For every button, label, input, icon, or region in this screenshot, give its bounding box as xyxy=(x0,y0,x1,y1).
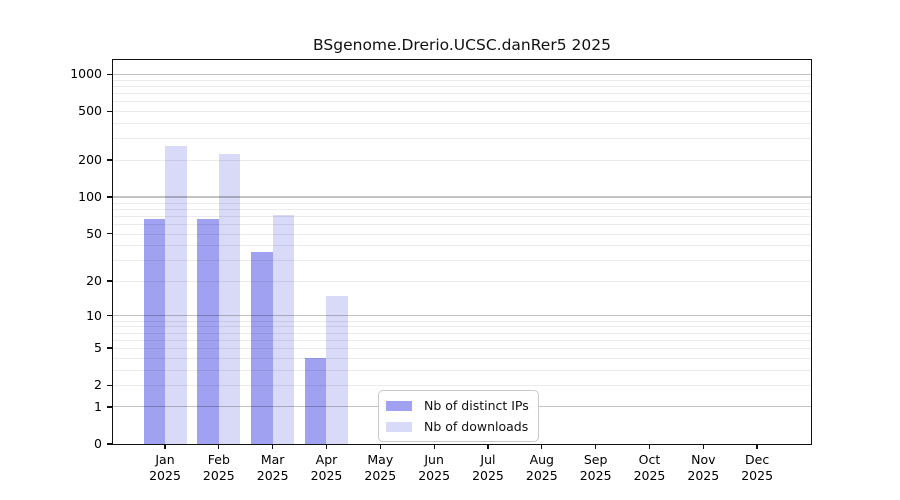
y-tick-label: 10 xyxy=(86,307,102,323)
x-tick xyxy=(594,444,597,449)
gridline-minor xyxy=(113,123,811,125)
y-tick-label: 5 xyxy=(94,340,102,356)
bar-nb-of-downloads-apr xyxy=(326,295,348,444)
gridline-minor xyxy=(113,138,811,140)
bar-nb-of-downloads-mar xyxy=(272,215,295,444)
bar-nb-of-distinct-ips-mar xyxy=(251,252,273,444)
y-tick-label: 50 xyxy=(86,225,102,241)
x-tick xyxy=(325,444,328,449)
bar-nb-of-downloads-feb xyxy=(218,154,241,444)
x-tick xyxy=(756,444,758,449)
gridline-major xyxy=(113,196,811,198)
legend-label-downloads: Nb of downloads xyxy=(424,419,529,434)
gridline-minor xyxy=(113,93,811,95)
y-tick-label: 0 xyxy=(94,436,102,451)
y-tick-label: 500 xyxy=(78,103,102,119)
y-tick xyxy=(107,159,112,161)
legend: Nb of distinct IPs Nb of downloads xyxy=(378,390,539,442)
x-tick-label: Feb 2025 xyxy=(202,452,235,483)
legend-swatch-downloads xyxy=(386,421,412,432)
y-tick-label: 1000 xyxy=(70,66,102,82)
x-tick-label: Jun 2025 xyxy=(418,452,451,483)
x-tick xyxy=(541,444,543,449)
bar-nb-of-distinct-ips-feb xyxy=(197,218,219,444)
x-tick xyxy=(648,444,651,449)
x-tick xyxy=(487,444,489,449)
chart-title: BSgenome.Drerio.UCSC.danRer5 2025 xyxy=(313,36,611,54)
legend-item-distinct-ips: Nb of distinct IPs xyxy=(386,395,529,416)
y-tick xyxy=(107,232,112,235)
y-tick xyxy=(107,73,112,75)
gridline-minor xyxy=(113,101,811,103)
y-tick xyxy=(107,110,112,112)
bar-nb-of-distinct-ips-apr xyxy=(304,357,327,444)
x-tick xyxy=(702,444,704,449)
x-tick-label: Nov 2025 xyxy=(687,452,720,483)
gridline-minor xyxy=(113,86,811,88)
x-tick-label: Mar 2025 xyxy=(256,452,289,483)
x-tick-label: May 2025 xyxy=(364,452,397,483)
y-tick xyxy=(107,347,112,349)
y-tick xyxy=(107,443,112,445)
gridline-minor xyxy=(113,111,811,113)
x-tick xyxy=(164,444,166,449)
x-tick xyxy=(218,444,220,449)
y-tick-label: 20 xyxy=(86,273,102,289)
x-tick xyxy=(379,444,381,449)
x-tick-label: Aug 2025 xyxy=(525,452,558,483)
bar-nb-of-distinct-ips-jan xyxy=(143,218,165,444)
x-tick-label: Dec 2025 xyxy=(741,452,774,483)
legend-item-downloads: Nb of downloads xyxy=(386,416,529,437)
y-tick xyxy=(107,280,112,282)
y-tick xyxy=(107,384,112,386)
legend-swatch-distinct-ips xyxy=(386,400,412,411)
gridline-major xyxy=(113,73,811,75)
gridline-minor xyxy=(113,160,811,162)
bar-nb-of-downloads-jan xyxy=(165,146,187,444)
x-tick-label: Jul 2025 xyxy=(472,452,504,483)
gridline-minor xyxy=(113,79,811,81)
y-tick xyxy=(107,314,112,317)
y-tick xyxy=(107,406,112,408)
y-tick-label: 200 xyxy=(78,152,102,168)
x-tick-label: Sep 2025 xyxy=(579,452,612,483)
gridline-minor xyxy=(113,208,811,210)
x-tick xyxy=(433,444,435,449)
legend-label-distinct-ips: Nb of distinct IPs xyxy=(424,398,529,413)
gridline-minor xyxy=(113,215,811,217)
y-tick-label: 2 xyxy=(94,377,102,393)
y-tick-label: 100 xyxy=(78,188,102,204)
gridline-minor xyxy=(113,202,811,204)
x-tick-label: Jan 2025 xyxy=(149,452,181,483)
y-tick xyxy=(107,196,112,198)
y-tick-label: 1 xyxy=(94,398,102,414)
x-tick-label: Apr 2025 xyxy=(310,452,343,483)
x-tick-label: Oct 2025 xyxy=(633,452,666,483)
x-tick xyxy=(272,444,274,449)
